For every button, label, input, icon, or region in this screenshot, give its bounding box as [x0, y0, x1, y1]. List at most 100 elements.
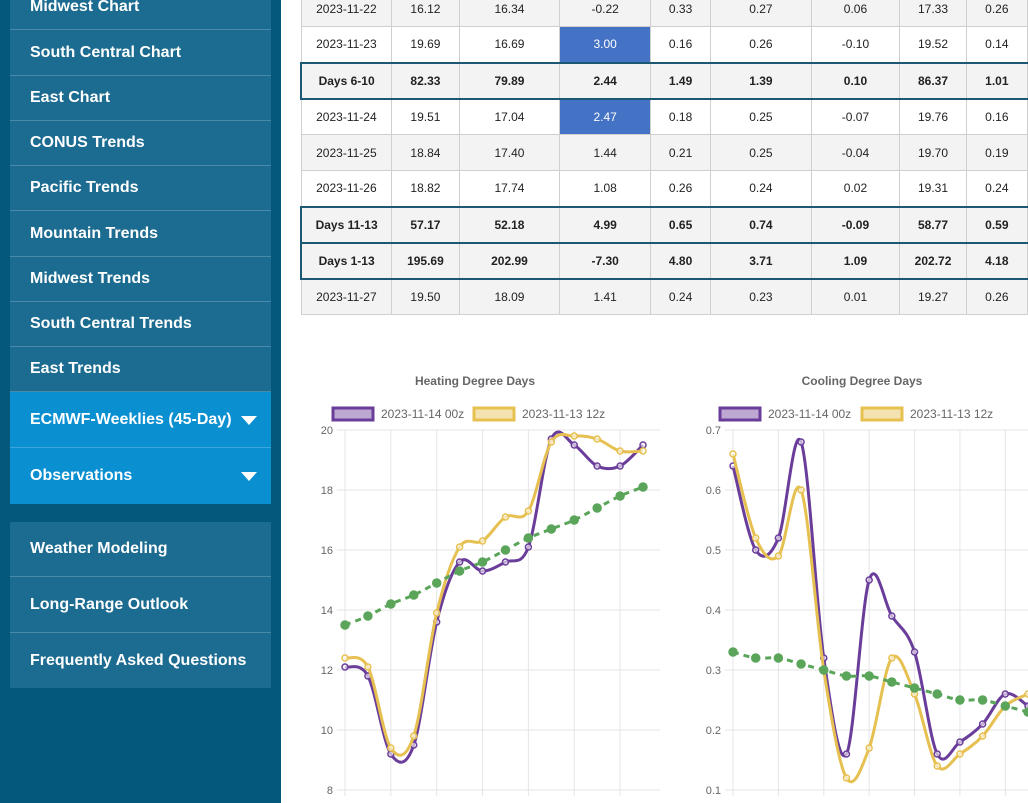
nav-item-conus-trends[interactable]: CONUS Trends	[10, 121, 271, 166]
data-point	[728, 647, 738, 657]
legend-label: 2023-11-14 00z	[381, 407, 464, 421]
legend-swatch	[331, 406, 375, 422]
nav-item-east-chart[interactable]: East Chart	[10, 76, 271, 121]
data-point	[616, 447, 624, 455]
caret-down-icon	[241, 472, 257, 481]
row-label-cell: 2023-11-25	[300, 134, 393, 171]
summary-row: Days 11-13 57.17 52.18 4.99 0.65 0.74 -0.09 58.…	[300, 205, 1028, 244]
data-point	[500, 545, 511, 555]
table-cell: 0.26	[710, 26, 812, 63]
series-line	[731, 437, 1028, 761]
nav-item-south-central-trends[interactable]: South Central Trends	[10, 302, 271, 347]
data-point	[888, 612, 896, 620]
data-point	[773, 653, 784, 663]
nav-item-label: Frequently Asked Questions	[30, 651, 247, 669]
nav-item-label: CONUS Trends	[30, 134, 145, 151]
data-point	[570, 432, 578, 440]
y-tick-label: 0.3	[706, 665, 721, 677]
y-tick-label: 8	[327, 785, 333, 797]
table-cell: 0.16	[965, 98, 1028, 135]
hdd-chart-svg: Heating Degree Days 2023-11-14 00z 2023-11…	[321, 374, 663, 797]
data-point	[638, 482, 648, 492]
table-cell: 18.09	[458, 278, 561, 315]
nav-item-midwest-trends[interactable]: Midwest Trends	[10, 257, 271, 302]
table-cell: 4.99	[559, 205, 651, 244]
table-cell: 0.06	[810, 0, 901, 27]
nav-item-label: ECMWF-Weeklies (45-Day)	[30, 410, 232, 428]
table-cell: -0.07	[810, 98, 901, 135]
y-tick-label: 12	[321, 665, 333, 677]
nav-item-label: East Trends	[30, 360, 121, 377]
data-point	[478, 567, 487, 575]
table-cell: 19.76	[899, 98, 967, 135]
table-row: 2023-11-22 16.12 16.34 -0.22 0.33 0.27 0.06 17.…	[300, 0, 1028, 27]
series-line	[344, 433, 644, 757]
data-point	[796, 659, 806, 669]
cdd-chart: Cooling Degree Days 2023-11-14 00z 2023-11…	[686, 365, 1028, 803]
data-point	[819, 665, 829, 675]
nav-item-pacific-trends[interactable]: Pacific Trends	[10, 166, 271, 211]
table-cell: 18.84	[391, 134, 460, 171]
nav-item-faq[interactable]: Frequently Asked Questions	[10, 633, 271, 688]
data-point	[1023, 707, 1028, 717]
table-cell: 19.51	[391, 98, 460, 135]
data-point	[501, 513, 510, 521]
data-point	[386, 599, 396, 609]
table-cell: 0.24	[649, 278, 712, 315]
sidebar: Midwest Chart South Central Chart East C…	[0, 0, 281, 803]
data-point	[977, 695, 988, 705]
nav-item-long-range-outlook[interactable]: Long-Range Outlook	[10, 577, 271, 633]
table-cell: 0.18	[649, 98, 712, 135]
data-point	[478, 537, 487, 545]
data-point	[751, 534, 760, 542]
table-row: 2023-11-24 19.51 17.04 2.47 0.18 0.25 -0.07 19.…	[300, 98, 1028, 135]
data-point	[410, 732, 418, 740]
data-point	[750, 653, 761, 663]
data-point	[842, 774, 851, 782]
data-point	[592, 503, 602, 513]
table-cell: 1.49	[649, 61, 712, 100]
degree-days-table: 2023-11-22 16.12 16.34 -0.22 0.33 0.27 0.06 17.…	[300, 0, 1028, 315]
table-cell: 0.25	[710, 98, 812, 135]
data-point	[341, 663, 349, 671]
chart-title: Heating Degree Days	[415, 374, 535, 388]
nav-item-weather-modeling[interactable]: Weather Modeling	[10, 522, 271, 577]
table-cell: 16.12	[391, 0, 460, 27]
table-cell: -7.30	[559, 241, 651, 280]
data-point	[593, 435, 601, 443]
y-tick-label: 0.2	[706, 725, 721, 737]
nav-group-info: Weather Modeling Long-Range Outlook Freq…	[10, 522, 271, 688]
data-point	[431, 578, 442, 588]
table-cell: 0.26	[965, 278, 1028, 315]
table-cell: 0.25	[710, 134, 812, 171]
nav-item-label: Weather Modeling	[30, 540, 168, 557]
data-point	[797, 438, 805, 446]
nav-item-mountain-trends[interactable]: Mountain Trends	[10, 211, 271, 257]
table-cell: 0.65	[649, 205, 712, 244]
data-point	[547, 438, 556, 446]
data-point	[956, 738, 964, 746]
table-cell: 1.09	[810, 241, 901, 280]
data-point	[1024, 690, 1028, 698]
nav-item-ecmwf-weeklies[interactable]: ECMWF-Weeklies (45-Day)	[10, 392, 271, 448]
nav-item-east-trends[interactable]: East Trends	[10, 347, 271, 392]
data-point	[501, 558, 510, 566]
table-cell: 18.82	[391, 170, 460, 207]
nav-item-midwest-chart[interactable]: Midwest Chart	[10, 0, 271, 30]
data-point	[751, 546, 760, 554]
table-cell: 0.26	[649, 170, 712, 207]
data-point	[455, 558, 464, 566]
row-label-cell: 2023-11-22	[300, 0, 393, 27]
data-point	[888, 654, 896, 662]
table-cell: 202.99	[458, 241, 561, 280]
nav-group-forecasts: Midwest Chart South Central Chart East C…	[10, 0, 271, 504]
nav-item-observations[interactable]: Observations	[10, 448, 271, 504]
nav-item-south-central-chart[interactable]: South Central Chart	[10, 30, 271, 76]
table-cell: 19.52	[899, 26, 967, 63]
table-cell: 1.39	[710, 61, 812, 100]
table-cell: 19.70	[899, 134, 967, 171]
y-tick-label: 0.6	[706, 485, 721, 497]
legend-label: 2023-11-13 12z	[522, 407, 605, 421]
data-point	[933, 762, 941, 770]
data-point	[909, 683, 920, 693]
